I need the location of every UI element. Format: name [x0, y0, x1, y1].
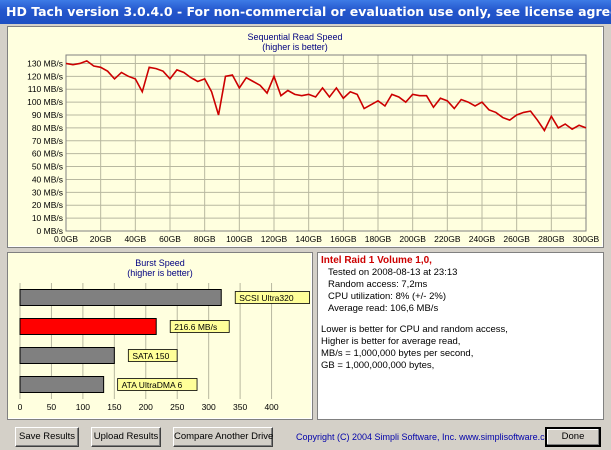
burst-chart-title: Burst Speed [135, 258, 185, 268]
burst-x-tick: 250 [170, 402, 184, 412]
seq-y-tick: 60 MB/s [32, 149, 63, 159]
seq-x-tick: 140GB [295, 234, 322, 244]
window-title: HD Tach version 3.0.4.0 - For non-commer… [0, 0, 611, 24]
burst-speed-panel: Burst Speed (higher is better) SCSI Ultr… [7, 252, 313, 420]
seq-y-tick: 120 MB/s [27, 71, 63, 81]
seq-x-tick: 0.0GB [54, 234, 78, 244]
burst-x-tick: 100 [76, 402, 90, 412]
burst-x-tick: 300 [202, 402, 216, 412]
seq-chart-subtitle: (higher is better) [262, 42, 328, 52]
burst-bar-label-box [234, 291, 310, 304]
seq-y-tick: 30 MB/s [32, 187, 63, 197]
burst-bar-label: 216.6 MB/s [174, 322, 217, 332]
seq-x-tick: 300GB [573, 234, 600, 244]
seq-y-tick: 20 MB/s [32, 200, 63, 210]
burst-bar [19, 347, 115, 364]
upload-results-button[interactable]: Upload Results [91, 427, 161, 447]
seq-x-tick: 160GB [330, 234, 357, 244]
seq-x-tick: 120GB [261, 234, 288, 244]
seq-x-tick: 240GB [469, 234, 496, 244]
burst-chart-subtitle: (higher is better) [127, 268, 193, 278]
seq-y-tick: 70 MB/s [32, 136, 63, 146]
seq-y-axis: 0 MB/s 10 MB/s 20 MB/s 30 MB/s 40 MB/s 50 MB/… [27, 58, 63, 236]
seq-x-tick: 60GB [159, 234, 181, 244]
burst-bar [19, 376, 105, 393]
burst-x-tick: 200 [139, 402, 153, 412]
seq-series [65, 59, 587, 133]
burst-bar [19, 318, 157, 335]
burst-bar [19, 289, 222, 306]
seq-x-tick: 40GB [124, 234, 146, 244]
seq-x-axis: 0.0GB 20GB 40GB 60GB 80GB 100GB 120GB 140GB 160G… [54, 234, 600, 244]
sequential-read-panel: Sequential Read Speed (higher is better)… [7, 26, 604, 248]
seq-grid [65, 54, 587, 232]
burst-bar-label-box [117, 378, 198, 391]
seq-x-tick: 260GB [503, 234, 530, 244]
seq-read-line [65, 59, 587, 133]
burst-x-tick: 0 [18, 402, 23, 412]
seq-y-tick: 0 MB/s [37, 226, 63, 236]
seq-chart-title: Sequential Read Speed [247, 32, 342, 42]
copyright-text: Copyright (C) 2004 Simpli Software, Inc.… [296, 432, 558, 442]
drive-info-panel: Intel Raid 1 Volume 1,0, Tested on 2008-… [317, 252, 604, 420]
burst-x-tick: 400 [264, 402, 278, 412]
seq-y-tick: 40 MB/s [32, 174, 63, 184]
drive-name: Intel Raid 1 Volume 1,0, [321, 255, 432, 266]
burst-x-axis: 0 50 100 150 200 250 300 350 400 [18, 402, 279, 412]
seq-y-tick: 110 MB/s [28, 84, 63, 94]
burst-bars: SCSI Ultra320 216.6 MB/s SATA 150 ATA Ultra… [19, 289, 310, 393]
burst-bar-label: SATA 150 [132, 351, 169, 361]
burst-x-tick: 350 [233, 402, 247, 412]
burst-bar-label-box [169, 320, 230, 333]
seq-x-tick: 280GB [538, 234, 565, 244]
seq-x-tick: 80GB [194, 234, 216, 244]
note-lower-better: Lower is better for CPU and random acces… [321, 324, 508, 335]
seq-y-tick: 80 MB/s [32, 123, 63, 133]
seq-x-tick: 220GB [434, 234, 461, 244]
burst-bar-label: ATA UltraDMA 6 [122, 380, 183, 390]
seq-y-tick: 10 MB/s [32, 213, 63, 223]
seq-x-tick: 20GB [90, 234, 112, 244]
seq-x-tick: 180GB [365, 234, 392, 244]
note-gb-definition: GB = 1,000,000,000 bytes, [321, 360, 435, 371]
cpu-utilization: CPU utilization: 8% (+/- 2%) [328, 291, 446, 302]
compare-drive-button[interactable]: Compare Another Drive [173, 427, 273, 447]
seq-y-tick: 50 MB/s [32, 162, 63, 172]
done-button[interactable]: Done [545, 427, 601, 447]
seq-x-tick: 100GB [226, 234, 253, 244]
seq-plot-frame [65, 54, 587, 232]
note-higher-better: Higher is better for average read, [321, 336, 461, 347]
tested-on: Tested on 2008-08-13 at 23:13 [328, 267, 458, 278]
burst-x-tick: 150 [107, 402, 121, 412]
burst-bar-label: SCSI Ultra320 [239, 293, 294, 303]
burst-bar-label-box [127, 349, 178, 362]
burst-x-tick: 50 [47, 402, 57, 412]
save-results-button[interactable]: Save Results [15, 427, 79, 447]
sequential-read-chart: Sequential Read Speed (higher is better)… [27, 32, 600, 244]
note-mbps-definition: MB/s = 1,000,000 bytes per second, [321, 348, 474, 359]
seq-y-tick: 90 MB/s [32, 110, 63, 120]
seq-y-tick: 130 MB/s [27, 58, 63, 68]
seq-y-tick: 100 MB/s [27, 97, 63, 107]
average-read: Average read: 106,6 MB/s [328, 303, 439, 314]
random-access: Random access: 7,2ms [328, 279, 428, 290]
seq-x-tick: 200GB [399, 234, 426, 244]
burst-speed-chart: Burst Speed (higher is better) SCSI Ultr… [18, 258, 310, 412]
